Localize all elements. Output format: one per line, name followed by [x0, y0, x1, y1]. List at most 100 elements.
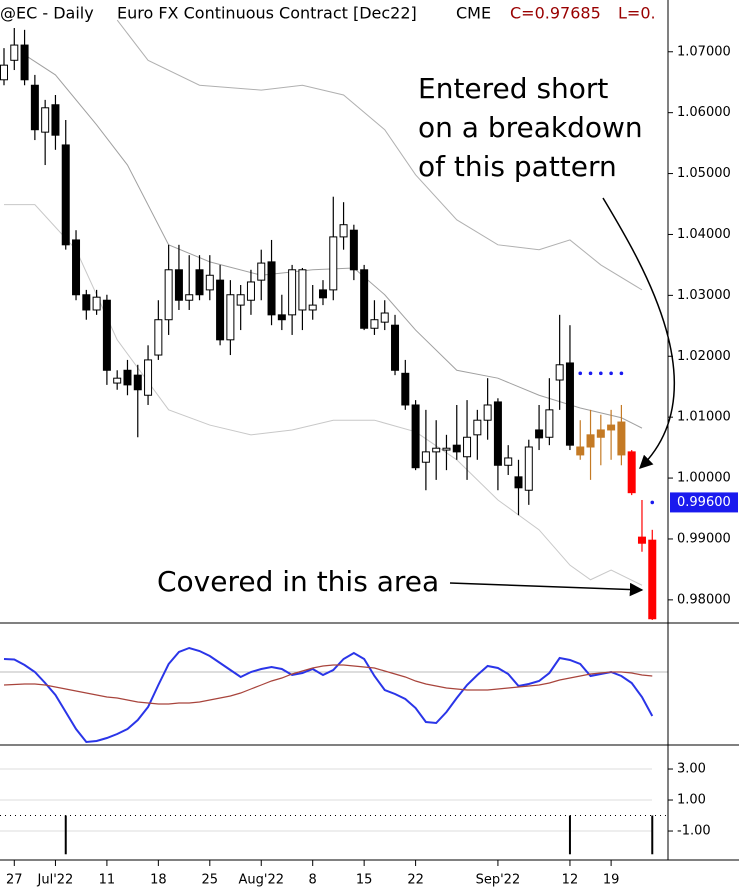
- annotation-arrow: [449, 582, 644, 597]
- y-tick-label: 1.03000: [677, 288, 731, 303]
- y-tick-label: 1.04000: [677, 227, 731, 242]
- candle-body: [174, 269, 183, 301]
- y-tick-label: 1.07000: [677, 44, 731, 59]
- x-tick-label: 15: [356, 873, 373, 888]
- candle-body: [617, 421, 626, 456]
- chart-title: Euro FX Continuous Contract [Dec22]: [117, 4, 417, 23]
- candle-body: [432, 447, 441, 453]
- x-tick-label: 12: [562, 873, 579, 888]
- candle-body: [493, 401, 502, 466]
- x-tick-label: 22: [407, 873, 424, 888]
- candle-body: [154, 319, 163, 356]
- candle-body: [72, 239, 81, 296]
- marker-dot: [588, 371, 593, 376]
- annotation: of this pattern: [418, 150, 617, 183]
- marker-dot: [609, 371, 613, 376]
- x-tick-label: 27: [6, 873, 23, 888]
- annotation: on a breakdown: [418, 111, 643, 144]
- marker-dot: [599, 371, 603, 376]
- candle-body: [380, 312, 389, 323]
- candle-body: [267, 261, 276, 316]
- x-tick-label: 19: [603, 873, 620, 888]
- candle-body: [339, 224, 348, 238]
- candle-body: [318, 289, 327, 299]
- band-line: [116, 19, 643, 291]
- candle-body: [246, 281, 255, 301]
- price-label-box: [670, 492, 738, 513]
- candle-body: [411, 404, 420, 469]
- candle-body: [421, 451, 430, 463]
- candle-body: [586, 434, 595, 448]
- candle-body: [607, 424, 616, 431]
- candle-body: [483, 404, 492, 421]
- candle-body: [185, 294, 194, 301]
- y-tick-label: 1.02000: [677, 349, 731, 364]
- symbol: @EC - Daily: [0, 4, 94, 23]
- candle-body: [10, 44, 19, 61]
- candle-body: [133, 374, 142, 391]
- candle-body: [113, 377, 122, 384]
- candle-body: [30, 84, 39, 131]
- indicator-line: [3, 664, 653, 705]
- candle-body: [627, 451, 636, 494]
- candle-body: [504, 457, 513, 466]
- candle-body: [401, 372, 410, 406]
- candle-body: [452, 444, 461, 453]
- exchange: CME: [456, 4, 491, 23]
- candle-body: [463, 436, 472, 458]
- marker-dot: [619, 371, 624, 376]
- candle-body: [51, 104, 60, 136]
- candle-body: [82, 294, 91, 311]
- x-tick-label: 25: [202, 873, 219, 888]
- annotation: Entered short: [418, 72, 608, 105]
- candle-body: [545, 409, 554, 438]
- y-tick-label: 1.00: [677, 793, 706, 808]
- annotation-arrow: [602, 197, 676, 469]
- x-tick-label: 18: [150, 873, 167, 888]
- annotation: Covered in this area: [157, 565, 439, 598]
- candle-body: [0, 64, 8, 81]
- candle-body: [349, 229, 358, 271]
- x-tick-label: 8: [309, 873, 317, 888]
- candle-body: [277, 314, 286, 321]
- candle-body: [565, 362, 574, 446]
- candle-body: [360, 269, 369, 329]
- candle-body: [576, 446, 585, 456]
- candle-body: [61, 144, 70, 246]
- x-tick-label: Jul'22: [37, 873, 74, 888]
- candle-body: [164, 269, 173, 321]
- y-tick-label: 1.06000: [677, 105, 731, 120]
- candle-body: [473, 419, 482, 436]
- header: @EC - Daily Euro FX Continuous Contract …: [0, 4, 656, 23]
- candle-body: [144, 359, 153, 396]
- candle-body: [205, 274, 214, 291]
- candle-body: [41, 107, 50, 133]
- candle-body: [637, 536, 646, 544]
- candle-body: [442, 447, 451, 451]
- candle-body: [257, 262, 266, 281]
- candle-body: [524, 446, 533, 491]
- candle-body: [20, 44, 29, 81]
- candle-body: [298, 269, 307, 311]
- y-tick-label: 1.01000: [677, 410, 731, 425]
- x-tick-label: 11: [99, 873, 116, 888]
- candle-body: [102, 299, 111, 371]
- candle-body: [226, 294, 235, 341]
- marker-dot: [578, 371, 583, 376]
- y-tick-label: 1.05000: [677, 166, 731, 181]
- marker-dot: [650, 500, 655, 505]
- plot-area: [0, 19, 668, 855]
- candle-body: [236, 294, 245, 306]
- candle-body: [308, 304, 317, 311]
- candle-body: [391, 324, 400, 371]
- candle-body: [92, 296, 101, 311]
- candle-body: [370, 319, 379, 329]
- x-tick-label: Sep'22: [476, 873, 521, 888]
- y-tick-label: -1.00: [677, 824, 711, 839]
- price-label: 0.99600: [677, 495, 731, 510]
- candle-body: [555, 364, 564, 381]
- candle-body: [648, 539, 657, 620]
- candle-body: [288, 269, 297, 316]
